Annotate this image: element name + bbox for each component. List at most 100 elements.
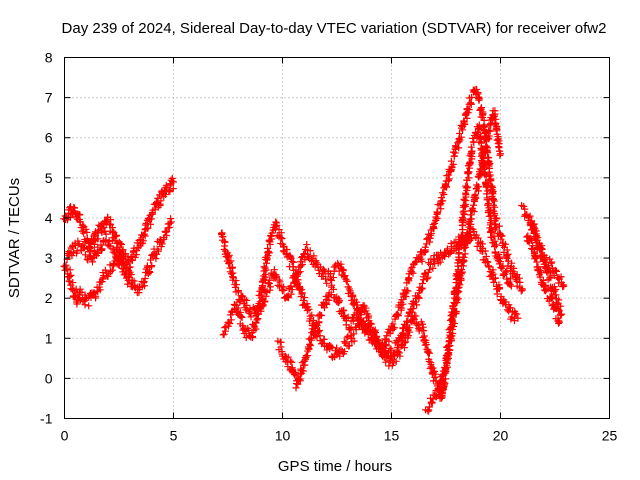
series-track-a: [60, 174, 177, 272]
data-point: [418, 284, 426, 292]
data-point: [459, 231, 467, 239]
data-point: [336, 352, 344, 360]
data-point: [367, 320, 375, 328]
data-point: [464, 169, 472, 177]
data-point: [461, 244, 469, 252]
data-point: [221, 327, 229, 335]
data-point: [115, 252, 123, 260]
data-point: [428, 399, 436, 407]
data-point: [144, 224, 152, 232]
data-point: [536, 273, 544, 281]
data-point: [345, 342, 353, 350]
data-point: [298, 261, 306, 269]
data-point: [425, 349, 433, 357]
data-point: [286, 357, 294, 365]
data-point: [495, 222, 503, 230]
data-point: [527, 236, 535, 244]
data-point: [449, 311, 457, 319]
data-point: [71, 204, 79, 212]
data-point: [488, 226, 496, 234]
data-point: [156, 200, 164, 208]
data-point: [482, 252, 490, 260]
data-point: [355, 313, 363, 321]
x-tick-label: 10: [275, 428, 291, 444]
data-point: [513, 310, 521, 318]
data-point: [364, 314, 372, 322]
data-point: [340, 306, 348, 314]
data-point: [394, 338, 402, 346]
data-point: [479, 154, 487, 162]
data-point: [490, 278, 498, 286]
data-point: [305, 345, 313, 353]
y-tick-label: 5: [45, 170, 53, 186]
data-point: [221, 238, 229, 246]
data-point: [265, 249, 273, 257]
data-point: [505, 301, 513, 309]
data-point: [81, 251, 89, 259]
data-point: [477, 104, 485, 112]
data-point: [455, 138, 463, 146]
data-point: [429, 264, 437, 272]
data-point: [148, 262, 156, 270]
data-point: [507, 282, 515, 290]
data-point: [252, 325, 260, 333]
data-point: [360, 320, 368, 328]
data-point: [102, 236, 110, 244]
data-point: [160, 236, 168, 244]
data-point: [265, 279, 273, 287]
data-point: [526, 212, 534, 220]
data-point: [403, 287, 411, 295]
data-point: [429, 364, 437, 372]
data-point: [88, 258, 96, 266]
data-point: [165, 223, 173, 231]
data-point: [338, 265, 346, 273]
data-point: [80, 244, 88, 252]
data-point: [461, 250, 469, 258]
data-point: [471, 190, 479, 198]
data-point: [487, 227, 495, 235]
data-point: [491, 274, 499, 282]
data-point: [306, 247, 314, 255]
data-point: [481, 170, 489, 178]
data-point: [450, 319, 458, 327]
data-point: [306, 312, 314, 320]
data-point: [167, 215, 175, 223]
data-point: [396, 352, 404, 360]
data-point: [337, 346, 345, 354]
data-point: [492, 241, 500, 249]
data-point: [372, 328, 380, 336]
data-point: [234, 288, 242, 296]
data-point: [362, 307, 370, 315]
data-point: [394, 312, 402, 320]
data-point: [505, 307, 513, 315]
y-tick-label: 0: [45, 370, 53, 386]
data-point: [533, 258, 541, 266]
data-point: [455, 246, 463, 254]
data-point: [422, 339, 430, 347]
data-point: [464, 183, 472, 191]
data-point: [288, 257, 296, 265]
data-point: [238, 313, 246, 321]
data-point: [147, 215, 155, 223]
data-point: [436, 258, 444, 266]
data-point: [119, 258, 127, 266]
data-point: [487, 212, 495, 220]
data-point: [432, 370, 440, 378]
data-point: [347, 324, 355, 332]
data-point: [491, 237, 499, 245]
data-point: [476, 125, 484, 133]
data-point: [456, 136, 464, 144]
data-point: [497, 232, 505, 240]
data-point: [547, 273, 555, 281]
data-point: [426, 266, 434, 274]
data-point: [283, 293, 291, 301]
data-point: [501, 240, 509, 248]
data-point: [506, 281, 514, 289]
data-point: [457, 121, 465, 129]
data-point: [486, 206, 494, 214]
series-track-e: [219, 218, 522, 361]
data-point: [169, 185, 177, 193]
data-point: [451, 290, 459, 298]
data-point: [263, 256, 271, 264]
data-point: [480, 116, 488, 124]
